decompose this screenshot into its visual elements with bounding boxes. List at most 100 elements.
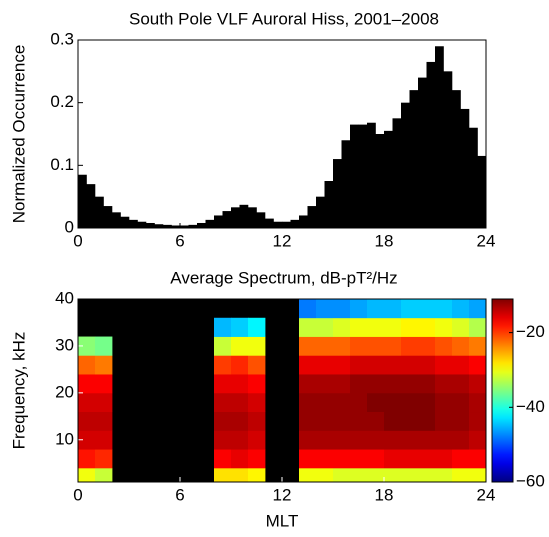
heatmap-cell [248, 317, 266, 337]
colorbar-tick-label: −20 [516, 322, 545, 341]
heatmap-cell [333, 392, 351, 413]
heatmap-cell [452, 299, 470, 319]
heatmap-cell [231, 355, 249, 375]
heatmap-cell [78, 449, 96, 469]
heatmap-cell [248, 467, 266, 483]
heatmap-cell [231, 430, 249, 450]
heatmap-cell [452, 467, 470, 483]
heatmap-cell [435, 449, 453, 469]
heatmap-cell [299, 411, 317, 431]
heatmap-cell [214, 317, 232, 337]
histogram-panel: South Pole VLF Auroral Hiss, 2001–2008 No… [9, 9, 495, 250]
bar [146, 222, 155, 228]
heatmap-cell [299, 355, 317, 375]
heatmap-cell [316, 317, 334, 337]
chart-title: South Pole VLF Auroral Hiss, 2001–2008 [129, 9, 439, 28]
heatmap-cell [418, 374, 436, 394]
heatmap-cell [248, 336, 266, 356]
heatmap-cell [401, 449, 419, 469]
spectrum-panel: −20 −40 −60 Average Spectrum, dB-pT²/Hz Freq… [9, 268, 544, 530]
heatmap-cell [418, 355, 436, 375]
heatmap-cell [367, 336, 385, 356]
heatmap-cell [299, 430, 317, 450]
x-tick-label: 6 [175, 485, 184, 504]
y-axis-label: Frequency, kHz [9, 332, 28, 450]
heatmap-cell [469, 392, 487, 413]
bar [435, 46, 444, 229]
heatmap-cell [214, 430, 232, 450]
heatmap-cell [248, 392, 266, 413]
heatmap-cell [367, 374, 385, 394]
bar [375, 134, 385, 228]
heatmap-cell [367, 317, 385, 337]
heatmap-cell [384, 392, 402, 413]
bar [392, 118, 402, 228]
heatmap-cell [316, 467, 334, 483]
x-tick-label: 18 [375, 231, 394, 250]
heatmap-cell [469, 336, 487, 356]
y-tick-label: 0.3 [50, 29, 74, 48]
bar [273, 221, 283, 228]
heatmap-cell [214, 467, 232, 483]
heatmap-cell [367, 355, 385, 375]
bar [231, 207, 240, 228]
heatmap-cell [384, 449, 402, 469]
bar [103, 206, 113, 228]
heatmap-cell [452, 449, 470, 469]
chart-title: Average Spectrum, dB-pT²/Hz [170, 268, 397, 287]
heatmap-cell [78, 392, 96, 413]
heatmap-cell [95, 392, 113, 413]
heatmap-cell [401, 355, 419, 375]
heatmap-cell [469, 374, 487, 394]
heatmap-cell [231, 374, 249, 394]
bar [418, 77, 427, 228]
bar [265, 218, 274, 228]
bar [248, 207, 257, 228]
colorbar-tick-label: −40 [516, 397, 545, 416]
heatmap-cell [350, 392, 368, 413]
bar [401, 102, 410, 228]
bar [299, 215, 308, 228]
heatmap-cell [384, 299, 402, 319]
heatmap-cell [78, 430, 96, 450]
heatmap-cell [469, 299, 487, 319]
bar [86, 184, 96, 228]
bar [129, 219, 138, 228]
heatmap-cell [316, 299, 334, 319]
heatmap-cell [418, 299, 436, 319]
heatmap-cell [95, 467, 113, 483]
heatmap-cell [435, 467, 453, 483]
heatmap-cell [231, 317, 249, 337]
heatmap-cell [333, 317, 351, 337]
heatmap-cell [435, 336, 453, 356]
heatmap-cell [418, 449, 436, 469]
heatmap-cell [299, 467, 317, 483]
bar [358, 124, 368, 228]
bar [256, 212, 266, 228]
bar [205, 219, 215, 228]
bar [460, 108, 470, 228]
heatmap-cell [299, 336, 317, 356]
bar [469, 127, 478, 228]
bar [452, 90, 461, 228]
y-tick-label: 30 [55, 335, 74, 354]
heatmap-cell [214, 336, 232, 356]
heatmap-cell [367, 449, 385, 469]
bar [222, 211, 232, 228]
heatmap-cell [435, 374, 453, 394]
heatmap-cell [333, 336, 351, 356]
heatmap-cell [418, 411, 436, 431]
heatmap-cell [452, 317, 470, 337]
heatmap-cell [384, 467, 402, 483]
x-axis-label: MLT [266, 511, 299, 530]
bar [120, 216, 130, 228]
heatmap-cell [367, 299, 385, 319]
heatmap-cell [384, 411, 402, 431]
heatmap-cell [435, 299, 453, 319]
y-tick-label: 0 [65, 217, 74, 236]
bar [333, 159, 342, 228]
heatmap-cell [78, 355, 96, 375]
heatmap-cell [384, 430, 402, 450]
heatmap-cell [78, 467, 96, 483]
